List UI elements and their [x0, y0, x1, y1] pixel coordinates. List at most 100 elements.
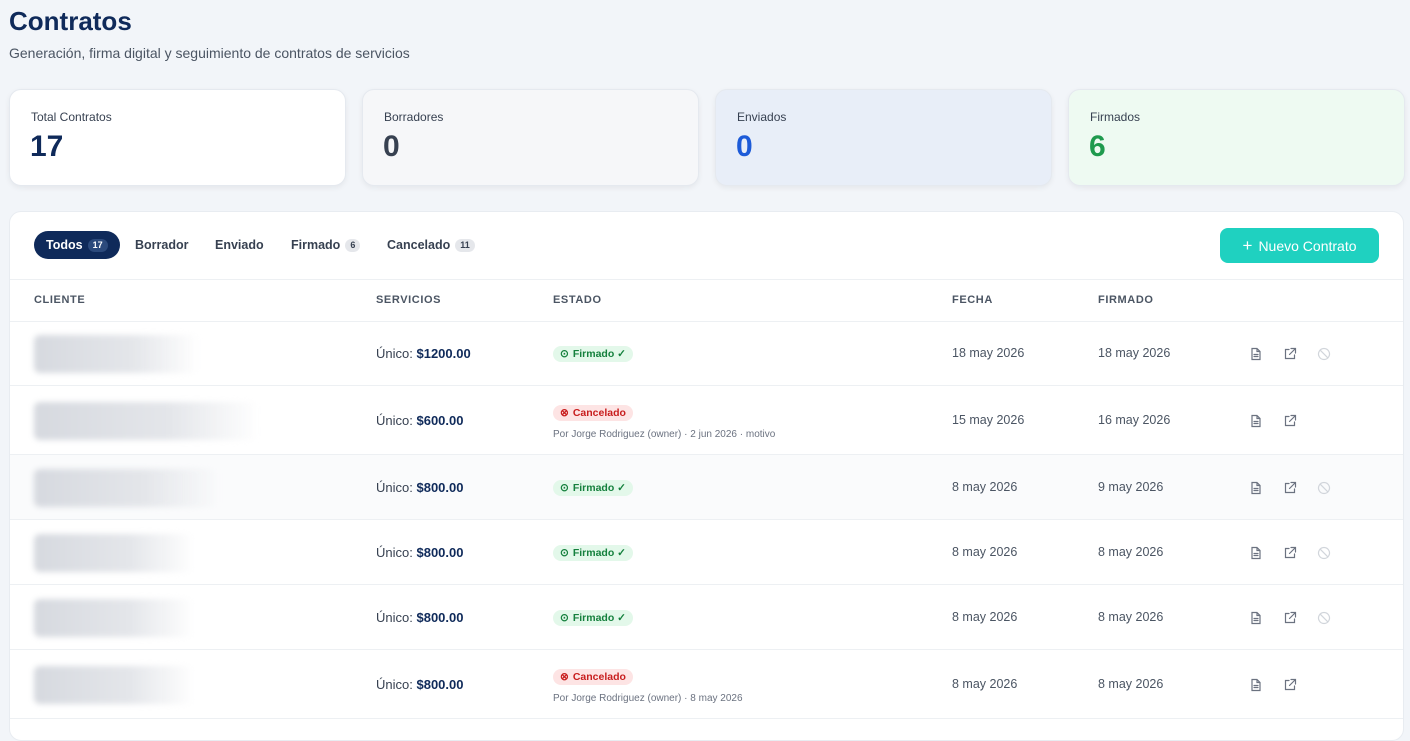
table-row	[10, 520, 1403, 585]
client-name-redacted	[34, 401, 259, 440]
services: Único: $600.00	[376, 413, 463, 428]
signed-date: 8 may 2026	[1098, 544, 1164, 559]
doc-icon[interactable]	[1249, 414, 1263, 428]
services: Único: $800.00	[376, 610, 463, 625]
status-icon: ⊙	[560, 481, 569, 494]
tab-label: Enviado	[215, 238, 264, 252]
link-icon[interactable]	[1283, 678, 1297, 692]
client-name-redacted	[34, 533, 194, 572]
status-label: Firmado ✓	[572, 481, 626, 494]
amount: $800.00	[416, 676, 464, 692]
signed-date: 16 may 2026	[1098, 412, 1171, 427]
status-badge: ⊙ Firmado ✓	[553, 609, 633, 626]
column-header: ESTADO	[553, 294, 602, 306]
status-badge: ⊙ Firmado ✓	[553, 544, 633, 561]
doc-icon[interactable]	[1249, 546, 1263, 560]
table-row	[10, 321, 1403, 386]
stat-card: Enviados 0	[715, 89, 1052, 186]
table-row	[10, 386, 1403, 455]
status-icon: ⊗	[560, 671, 569, 683]
date: 8 may 2026	[952, 609, 1018, 624]
date: 15 may 2026	[952, 412, 1025, 427]
tab-count: 17	[87, 239, 108, 252]
status-icon: ⊙	[560, 611, 569, 624]
service-type: Único:	[376, 479, 413, 495]
client-name-redacted	[34, 665, 194, 704]
status-icon: ⊙	[560, 546, 569, 559]
stat-card: Borradores 0	[362, 89, 699, 186]
signed-date: 8 may 2026	[1098, 676, 1164, 691]
amount: $600.00	[416, 412, 464, 428]
status-badge: ⊗ Cancelado	[553, 669, 633, 685]
service-type: Único:	[376, 676, 413, 692]
ban-icon[interactable]	[1317, 546, 1331, 560]
table-row	[10, 650, 1403, 719]
ban-icon[interactable]	[1317, 347, 1331, 361]
ban-icon[interactable]	[1317, 611, 1331, 625]
services: Único: $800.00	[376, 677, 463, 692]
signed-date: 8 may 2026	[1098, 609, 1164, 624]
amount: $1200.00	[416, 345, 471, 361]
link-icon[interactable]	[1283, 611, 1297, 625]
filter-tab[interactable]: Enviado	[203, 231, 276, 259]
stat-label: Total Contratos	[31, 110, 112, 124]
link-icon[interactable]	[1283, 414, 1297, 428]
column-header: SERVICIOS	[376, 294, 442, 306]
client-name-redacted	[34, 598, 194, 637]
stat-card: Firmados 6	[1068, 89, 1405, 186]
client-name-redacted	[34, 468, 219, 507]
stat-value: 0	[383, 130, 400, 163]
tab-label: Firmado	[291, 238, 341, 252]
page: Contratos Generación, firma digital y se…	[9, 6, 1405, 741]
filter-tab[interactable]: Cancelado 11	[375, 231, 487, 259]
link-icon[interactable]	[1283, 347, 1297, 361]
status-note: Por Jorge Rodriguez (owner) · 2 jun 2026…	[553, 429, 776, 440]
amount: $800.00	[416, 609, 464, 625]
status-icon: ⊙	[560, 347, 569, 360]
status-icon: ⊗	[560, 407, 569, 419]
link-icon[interactable]	[1283, 546, 1297, 560]
tab-label: Cancelado	[387, 238, 451, 252]
status-label: Firmado ✓	[572, 347, 626, 360]
services: Único: $1200.00	[376, 346, 471, 361]
divider	[10, 279, 1403, 280]
stat-label: Firmados	[1090, 110, 1141, 124]
column-header: FIRMADO	[1098, 294, 1154, 306]
tab-count: 11	[455, 239, 475, 252]
page-subtitle: Generación, firma digital y seguimiento …	[9, 45, 410, 61]
doc-icon[interactable]	[1249, 481, 1263, 495]
status-label: Cancelado	[572, 407, 626, 419]
service-type: Único:	[376, 544, 413, 560]
status-badge: ⊙ Firmado ✓	[553, 345, 633, 362]
status-label: Firmado ✓	[572, 611, 626, 624]
table-row	[10, 455, 1403, 520]
link-icon[interactable]	[1283, 481, 1297, 495]
services: Único: $800.00	[376, 480, 463, 495]
doc-icon[interactable]	[1249, 611, 1263, 625]
filter-tab[interactable]: Todos 17	[34, 231, 120, 259]
tab-count: 6	[345, 239, 361, 252]
status-badge: ⊗ Cancelado	[553, 405, 633, 421]
date: 8 may 2026	[952, 544, 1018, 559]
date: 8 may 2026	[952, 479, 1018, 494]
doc-icon[interactable]	[1249, 347, 1263, 361]
tab-label: Borrador	[135, 238, 189, 252]
doc-icon[interactable]	[1249, 678, 1263, 692]
date: 8 may 2026	[952, 676, 1018, 691]
date: 18 may 2026	[952, 345, 1025, 360]
column-header: CLIENTE	[34, 294, 86, 306]
status-note: Por Jorge Rodriguez (owner) · 8 may 2026	[553, 693, 743, 704]
tab-label: Todos	[46, 238, 83, 252]
signed-date: 18 may 2026	[1098, 345, 1171, 360]
client-name-redacted	[34, 334, 199, 373]
services: Único: $800.00	[376, 545, 463, 560]
filter-tab[interactable]: Borrador	[123, 231, 200, 259]
stat-value: 0	[736, 130, 753, 163]
filter-tab[interactable]: Firmado 6	[279, 231, 372, 259]
ban-icon[interactable]	[1317, 481, 1331, 495]
table-row	[10, 585, 1403, 650]
status-label: Firmado ✓	[572, 546, 626, 559]
signed-date: 9 may 2026	[1098, 479, 1164, 494]
button-label: Nuevo Contrato	[1258, 238, 1357, 254]
new-contract-button[interactable]: + Nuevo Contrato	[1220, 228, 1379, 263]
